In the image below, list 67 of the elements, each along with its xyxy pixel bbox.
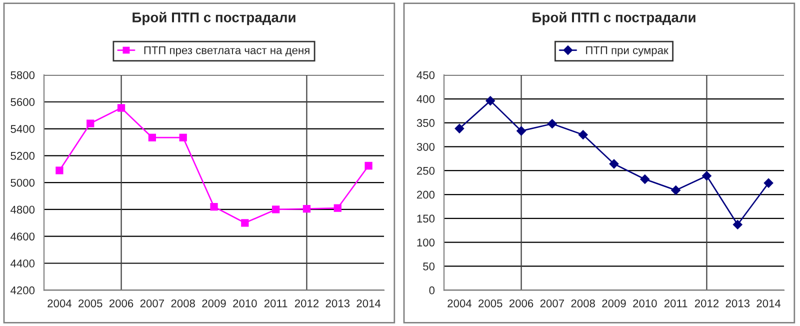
- legend-label: ПТП през светлата част на деня: [144, 46, 310, 56]
- y-tick-label: 0: [429, 286, 435, 294]
- point: [702, 171, 712, 180]
- point: [56, 166, 64, 174]
- point: [241, 219, 249, 227]
- y-tick-label: 100: [417, 238, 435, 246]
- point: [334, 204, 342, 212]
- y-tick-label: 5000: [10, 178, 35, 187]
- x-tick-label: 2008: [571, 299, 595, 308]
- x-tick-label: 2004: [48, 299, 72, 308]
- y-tick-label: 250: [416, 166, 435, 175]
- chart-title: Брой ПТП с пострадали: [132, 12, 296, 26]
- y-tick-label: 150: [417, 214, 435, 223]
- point: [210, 202, 218, 211]
- point: [764, 178, 774, 188]
- x-tick-label: 2006: [109, 299, 134, 308]
- point: [364, 162, 372, 170]
- x-tick-label: 2009: [202, 299, 226, 308]
- point: [578, 130, 588, 140]
- y-tick-label: 5200: [10, 152, 35, 160]
- x-tick-label: 2014: [356, 299, 381, 308]
- chart-title: Брой ПТП с пострадали: [532, 12, 696, 26]
- x-tick-label: 2008: [171, 299, 195, 308]
- x-tick-label: 2011: [664, 299, 688, 308]
- point: [302, 204, 311, 213]
- point: [671, 186, 680, 195]
- y-tick-label: 200: [416, 190, 435, 199]
- y-tick-label: 450: [416, 71, 435, 80]
- x-tick-label: 2010: [633, 299, 657, 308]
- x-tick-label: 2011: [264, 299, 288, 308]
- point: [86, 120, 94, 128]
- point: [609, 159, 619, 169]
- legend-label: ПТП при сумрак: [586, 46, 668, 56]
- x-tick-label: 2007: [540, 299, 564, 308]
- point: [117, 104, 126, 112]
- point: [486, 96, 495, 106]
- x-tick-label: 2005: [478, 299, 502, 308]
- point: [733, 220, 742, 230]
- x-tick-label: 2009: [602, 299, 626, 308]
- point: [148, 134, 156, 142]
- y-tick-label: 5800: [10, 71, 35, 80]
- x-tick-label: 2010: [233, 299, 257, 308]
- y-tick-label: 50: [423, 262, 435, 270]
- point: [516, 126, 526, 136]
- point: [179, 134, 187, 142]
- x-tick-label: 2014: [756, 299, 781, 308]
- x-tick-label: 2012: [694, 299, 719, 308]
- y-tick-label: 5600: [10, 98, 35, 106]
- x-tick-label: 2007: [140, 299, 164, 308]
- y-tick-label: 350: [416, 119, 435, 127]
- point: [640, 174, 650, 184]
- y-tick-label: 400: [416, 95, 435, 104]
- x-tick-label: 2005: [78, 299, 102, 308]
- point: [272, 206, 280, 214]
- y-tick-label: 300: [416, 142, 435, 151]
- y-tick-label: 4400: [10, 260, 35, 268]
- x-tick-label: 2004: [448, 299, 472, 308]
- y-tick-label: 4200: [10, 286, 35, 294]
- point: [548, 119, 557, 128]
- x-tick-label: 2013: [726, 299, 750, 308]
- x-tick-label: 2006: [509, 299, 534, 308]
- x-tick-label: 2012: [294, 299, 319, 308]
- y-tick-label: 4800: [10, 206, 35, 214]
- x-tick-label: 2013: [326, 299, 350, 308]
- y-tick-label: 4600: [10, 232, 35, 240]
- y-tick-label: 5400: [10, 125, 35, 133]
- point: [454, 124, 464, 134]
